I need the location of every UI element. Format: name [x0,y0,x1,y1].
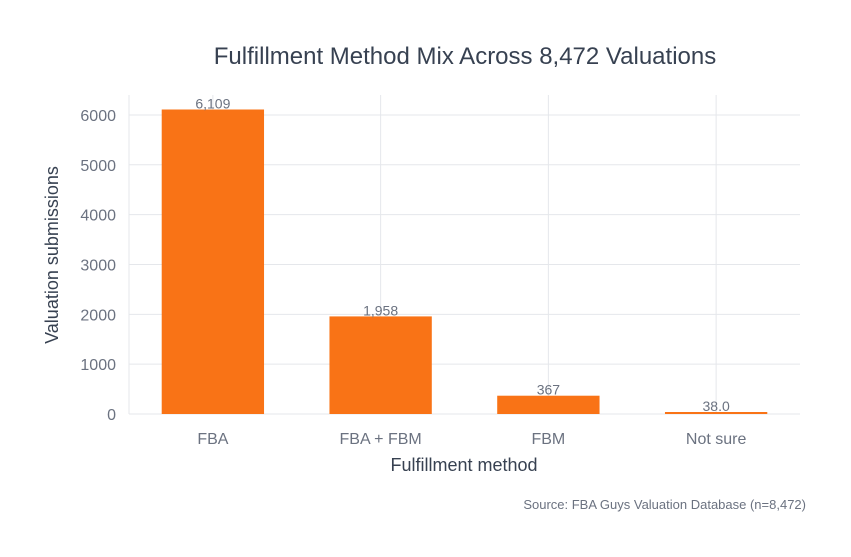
bar [161,109,265,415]
bar-data-label: 38.0 [703,398,730,414]
x-tick-label: Not sure [686,431,747,448]
y-tick-label: 5000 [80,158,116,175]
y-tick-label: 0 [107,407,116,424]
source-note: Source: FBA Guys Valuation Database (n=8… [523,497,806,512]
y-axis-ticks: 0 1000 2000 3000 4000 5000 6000 [80,108,116,424]
x-tick-label: FBA + FBM [340,431,422,448]
bar [329,316,432,414]
y-tick-label: 1000 [80,357,116,374]
bar-data-label: 6,109 [195,96,230,112]
bar [664,412,768,414]
bar-data-label: 1,958 [363,302,398,318]
bar [497,395,600,414]
x-tick-label: FBM [531,431,565,448]
y-tick-label: 2000 [80,307,116,324]
y-tick-label: 4000 [80,208,116,225]
chart-title: Fulfillment Method Mix Across 8,472 Valu… [214,43,716,70]
y-tick-label: 6000 [80,108,116,125]
bars [161,109,768,415]
y-axis-title: Valuation submissions [42,166,62,344]
x-axis-title: Fulfillment method [390,455,537,475]
data-labels: 6,109 1,958 367 38.0 [195,96,730,414]
x-tick-label: FBA [197,431,228,448]
bar-data-label: 367 [537,382,561,398]
x-axis-ticks: FBA FBA + FBM FBM Not sure [197,431,746,448]
y-tick-label: 3000 [80,257,116,274]
